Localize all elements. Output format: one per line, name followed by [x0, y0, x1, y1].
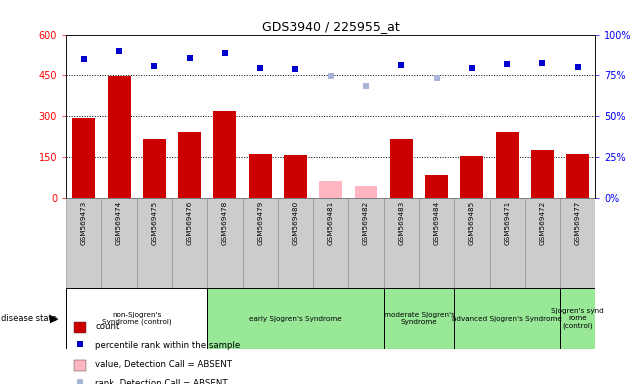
Text: GSM569485: GSM569485 [469, 200, 475, 245]
Bar [313, 198, 348, 288]
Bar [278, 198, 313, 288]
Bar [178, 132, 201, 198]
Text: GSM569476: GSM569476 [186, 200, 193, 245]
Bar [172, 198, 207, 288]
Bar [490, 198, 525, 288]
Bar [319, 182, 342, 198]
Text: GSM569484: GSM569484 [433, 200, 440, 245]
Text: GSM569480: GSM569480 [292, 200, 299, 245]
Text: non-Sjogren's
Syndrome (control): non-Sjogren's Syndrome (control) [102, 312, 171, 326]
Bar [72, 118, 95, 198]
Text: percentile rank within the sample: percentile rank within the sample [95, 341, 241, 350]
Bar [66, 288, 207, 349]
Bar [425, 175, 448, 198]
Text: advanced Sjogren's Syndrome: advanced Sjogren's Syndrome [452, 316, 562, 322]
Bar [74, 322, 86, 333]
Bar [496, 132, 518, 198]
Bar [390, 139, 413, 198]
Text: GSM569481: GSM569481 [328, 200, 334, 245]
Bar [419, 198, 454, 288]
Text: count: count [95, 323, 120, 331]
Text: GSM569474: GSM569474 [116, 200, 122, 245]
Text: early Sjogren's Syndrome: early Sjogren's Syndrome [249, 316, 342, 322]
Text: GSM569477: GSM569477 [575, 200, 581, 245]
Text: disease state: disease state [1, 314, 57, 323]
Text: GSM569473: GSM569473 [81, 200, 87, 245]
Bar [384, 288, 454, 349]
Bar [560, 288, 595, 349]
Bar [284, 155, 307, 198]
Bar [454, 288, 560, 349]
Bar [137, 198, 172, 288]
Text: ▶: ▶ [50, 314, 59, 324]
Bar [66, 198, 101, 288]
Bar [355, 186, 377, 198]
Bar [566, 154, 589, 198]
Text: GSM569479: GSM569479 [257, 200, 263, 245]
Text: GSM569471: GSM569471 [504, 200, 510, 245]
Bar [461, 156, 483, 198]
Text: GSM569472: GSM569472 [539, 200, 546, 245]
Bar [249, 154, 272, 198]
Bar [531, 150, 554, 198]
Bar [143, 139, 166, 198]
Bar [243, 198, 278, 288]
Text: Sjogren's synd
rome
(control): Sjogren's synd rome (control) [551, 308, 604, 329]
Bar [101, 198, 137, 288]
Bar [74, 360, 86, 371]
Text: moderate Sjogren's
Syndrome: moderate Sjogren's Syndrome [384, 312, 454, 325]
Bar [560, 198, 595, 288]
Bar [214, 111, 236, 198]
Text: GSM569475: GSM569475 [151, 200, 158, 245]
Text: GSM569483: GSM569483 [398, 200, 404, 245]
Bar [348, 198, 384, 288]
Text: GSM569482: GSM569482 [363, 200, 369, 245]
Bar [454, 198, 490, 288]
Text: value, Detection Call = ABSENT: value, Detection Call = ABSENT [95, 360, 232, 369]
Bar [207, 288, 384, 349]
Bar [384, 198, 419, 288]
Bar [525, 198, 560, 288]
Text: rank, Detection Call = ABSENT: rank, Detection Call = ABSENT [95, 379, 228, 384]
Bar [108, 76, 130, 198]
Text: GSM569478: GSM569478 [222, 200, 228, 245]
Bar [207, 198, 243, 288]
Title: GDS3940 / 225955_at: GDS3940 / 225955_at [262, 20, 399, 33]
